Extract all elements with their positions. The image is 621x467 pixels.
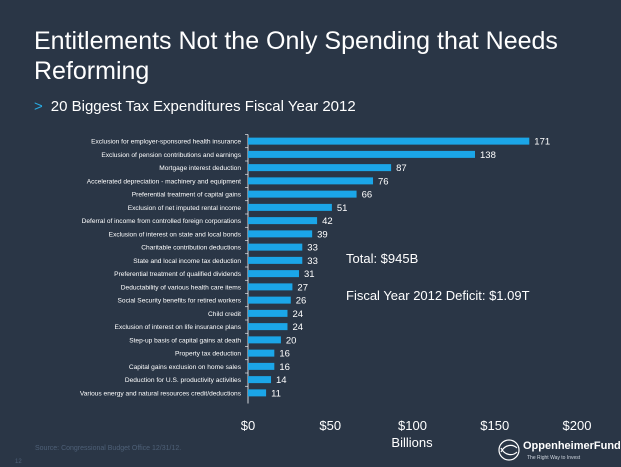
bar bbox=[248, 137, 530, 145]
source-note: Source: Congressional Budget Office 12/3… bbox=[35, 445, 182, 452]
data-label: 31 bbox=[304, 269, 315, 280]
x-tick-label: $100 bbox=[398, 418, 427, 433]
category-label: Preferential treatment of qualified divi… bbox=[114, 271, 242, 278]
page-number: 12 bbox=[15, 459, 22, 465]
data-label: 16 bbox=[279, 349, 290, 360]
data-label: 27 bbox=[297, 282, 308, 293]
bar bbox=[248, 177, 374, 185]
x-tick-label: $50 bbox=[319, 418, 341, 433]
category-label: Deductability of various health care ite… bbox=[121, 284, 242, 291]
category-label: Capital gains exclusion on home sales bbox=[129, 364, 242, 371]
data-label: 87 bbox=[396, 163, 407, 174]
category-label: Social Security benefits for retired wor… bbox=[118, 298, 242, 305]
bar bbox=[248, 190, 357, 198]
bar bbox=[248, 376, 272, 384]
category-label: Deferral of income from controlled forei… bbox=[82, 218, 242, 225]
category-label: Various energy and natural resources cre… bbox=[80, 390, 242, 397]
logo-name: OppenheimerFunds® bbox=[523, 440, 621, 452]
data-label: 33 bbox=[307, 243, 318, 254]
bar bbox=[248, 203, 332, 211]
category-label: Step-up basis of capital gains at death bbox=[129, 337, 241, 344]
data-label: 26 bbox=[296, 296, 307, 307]
category-label: Exclusion of net imputed rental income bbox=[128, 205, 242, 212]
category-label: State and local income tax deduction bbox=[133, 258, 241, 265]
data-label: 76 bbox=[378, 176, 389, 187]
bar bbox=[248, 283, 293, 291]
category-label: Mortgage interest deduction bbox=[159, 165, 241, 172]
data-label: 33 bbox=[307, 256, 318, 267]
bar bbox=[248, 230, 313, 238]
data-label: 138 bbox=[480, 150, 496, 161]
data-label: 171 bbox=[534, 137, 550, 148]
data-label: 16 bbox=[279, 362, 290, 373]
bar bbox=[248, 336, 281, 344]
data-label: 14 bbox=[276, 375, 287, 386]
data-label: 11 bbox=[271, 388, 281, 399]
category-label: Accelerated depreciation - machinery and… bbox=[87, 178, 241, 185]
bar bbox=[248, 362, 275, 370]
bullet-icon: > bbox=[34, 98, 43, 115]
x-tick-label: $150 bbox=[480, 418, 509, 433]
deficit-annotation: Fiscal Year 2012 Deficit: $1.09T bbox=[346, 288, 530, 303]
category-label: Exclusion of interest on state and local… bbox=[109, 231, 242, 238]
x-axis-title: Billions bbox=[391, 435, 433, 450]
bar bbox=[248, 323, 288, 331]
data-label: 39 bbox=[317, 229, 328, 240]
category-label: Child credit bbox=[208, 311, 241, 318]
x-tick-label: $200 bbox=[563, 418, 592, 433]
bar bbox=[248, 296, 291, 304]
data-label: 24 bbox=[292, 309, 303, 320]
bar bbox=[248, 309, 288, 317]
category-label: Preferential treatment of capital gains bbox=[132, 192, 242, 199]
slide-title: Entitlements Not the Only Spending that … bbox=[34, 27, 558, 85]
company-logo: OppenheimerFunds® The Right Way to Inves… bbox=[496, 436, 621, 464]
logo-tagline: The Right Way to Invest bbox=[527, 455, 581, 461]
logo-emblem-icon bbox=[498, 439, 520, 461]
slide-subtitle: >20 Biggest Tax Expenditures Fiscal Year… bbox=[34, 98, 356, 116]
bar bbox=[248, 389, 267, 397]
category-label: Exclusion of interest on life insurance … bbox=[115, 324, 242, 331]
category-label: Charitable contribution deductions bbox=[141, 245, 241, 252]
data-label: 42 bbox=[322, 216, 333, 227]
data-label: 24 bbox=[292, 322, 303, 333]
category-label: Exclusion for employer-sponsored health … bbox=[91, 139, 241, 146]
category-label: Exclusion of pension contributions and e… bbox=[101, 152, 241, 159]
data-label: 51 bbox=[337, 203, 348, 214]
category-label: Property tax deduction bbox=[175, 351, 241, 358]
total-annotation: Total: $945B bbox=[346, 251, 418, 266]
bar bbox=[248, 243, 303, 251]
bar bbox=[248, 349, 275, 357]
data-label: 20 bbox=[286, 335, 297, 346]
bar bbox=[248, 256, 303, 264]
bar bbox=[248, 150, 476, 158]
category-label: Deduction for U.S. productivity activiti… bbox=[125, 377, 242, 384]
bar bbox=[248, 217, 318, 225]
x-tick-label: $0 bbox=[241, 418, 255, 433]
bar bbox=[248, 164, 392, 172]
data-label: 66 bbox=[362, 190, 373, 201]
subtitle-text: 20 Biggest Tax Expenditures Fiscal Year … bbox=[50, 98, 356, 115]
bar bbox=[248, 270, 299, 278]
